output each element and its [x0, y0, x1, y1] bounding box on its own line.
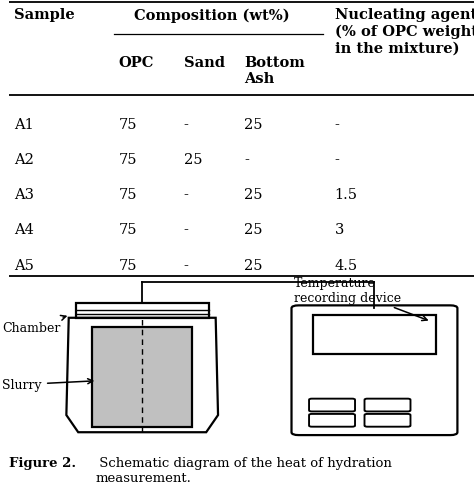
Text: 1.5: 1.5 — [335, 188, 358, 202]
Text: A2: A2 — [14, 153, 34, 167]
Text: Figure 2.: Figure 2. — [9, 456, 77, 469]
Text: -: - — [183, 258, 189, 272]
Text: Slurry: Slurry — [2, 378, 93, 391]
Text: 4.5: 4.5 — [335, 258, 358, 272]
Text: 75: 75 — [118, 258, 137, 272]
Text: Composition (wt%): Composition (wt%) — [134, 9, 289, 23]
Text: 25: 25 — [183, 153, 202, 167]
Text: Sand: Sand — [183, 56, 225, 70]
Text: Temperature
recording device: Temperature recording device — [294, 276, 427, 321]
Text: -: - — [335, 118, 339, 132]
Text: -: - — [335, 153, 339, 167]
Text: 3: 3 — [335, 223, 344, 237]
Bar — [76, 304, 209, 318]
Text: 75: 75 — [118, 153, 137, 167]
Text: OPC: OPC — [118, 56, 154, 70]
Text: Chamber: Chamber — [2, 316, 66, 334]
Text: 25: 25 — [244, 118, 263, 132]
Text: 75: 75 — [118, 118, 137, 132]
Text: Sample: Sample — [14, 9, 75, 23]
Text: 25: 25 — [244, 223, 263, 237]
Text: A3: A3 — [14, 188, 34, 202]
Text: 75: 75 — [118, 188, 137, 202]
Text: A1: A1 — [14, 118, 34, 132]
Text: 25: 25 — [244, 258, 263, 272]
Text: 25: 25 — [244, 188, 263, 202]
Bar — [92, 328, 192, 427]
Text: -: - — [183, 223, 189, 237]
Text: A5: A5 — [14, 258, 34, 272]
Text: 75: 75 — [118, 223, 137, 237]
Text: -: - — [183, 118, 189, 132]
Text: Schematic diagram of the heat of hydration
measurement.: Schematic diagram of the heat of hydrati… — [95, 456, 392, 484]
Text: Bottom
Ash: Bottom Ash — [244, 56, 305, 86]
Text: Nucleating agent
(% of OPC weight
in the mixture): Nucleating agent (% of OPC weight in the… — [335, 9, 474, 55]
Text: -: - — [183, 188, 189, 202]
Text: A4: A4 — [14, 223, 34, 237]
Text: -: - — [244, 153, 249, 167]
Bar — [313, 315, 436, 354]
